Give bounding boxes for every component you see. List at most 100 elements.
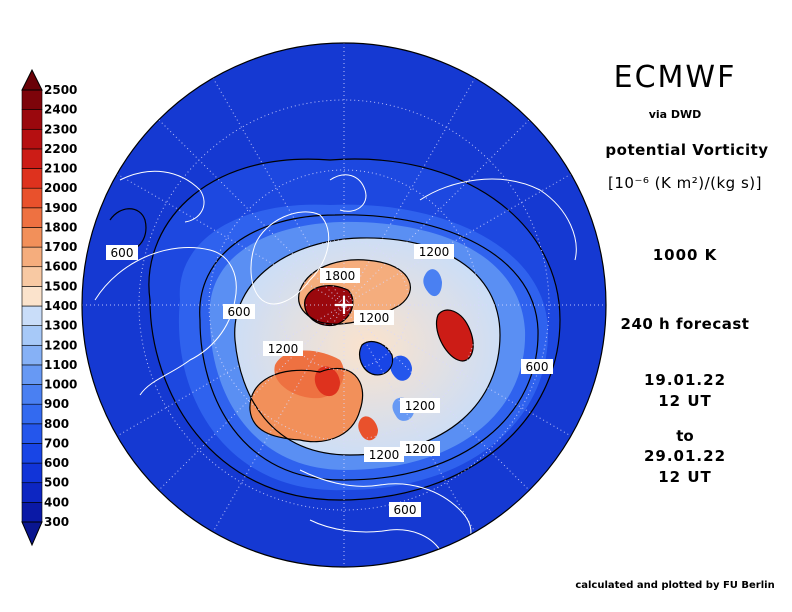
pv-high-patch-southeast bbox=[358, 416, 378, 441]
north-pole-marker bbox=[335, 296, 353, 314]
colorbar-box bbox=[21, 109, 43, 130]
colorbar-tick-label: 1300 bbox=[44, 319, 77, 333]
colorbar-tick-label: 1900 bbox=[44, 201, 77, 215]
contour-label: 1200 bbox=[364, 447, 404, 462]
coastline-greenland bbox=[250, 211, 330, 305]
svg-text:600: 600 bbox=[394, 503, 417, 517]
coastline-arctic-islands bbox=[329, 174, 367, 212]
contour-1800-north bbox=[304, 285, 354, 327]
valid-to-word: to bbox=[676, 427, 694, 445]
colorbar-box bbox=[21, 286, 43, 307]
colorbar-box bbox=[21, 384, 43, 405]
colorbar-boxes bbox=[21, 89, 43, 523]
contour-label: 1800 bbox=[320, 268, 360, 283]
contour-1000-center bbox=[359, 341, 394, 376]
svg-text:1200: 1200 bbox=[369, 448, 400, 462]
colorbar-tick-label: 2300 bbox=[44, 122, 77, 136]
graticule-meridian-diag1 bbox=[158, 119, 530, 491]
pv-max-patch-north bbox=[304, 285, 353, 326]
contour-label: 600 bbox=[521, 359, 553, 374]
isentropic-level: 1000 K bbox=[652, 246, 718, 264]
colorbar-tick-label: 1800 bbox=[44, 220, 77, 234]
source-title: ECMWF bbox=[613, 60, 737, 95]
map-disc: 600 600 1800 1200 1200 600 bbox=[81, 42, 607, 568]
colorbar-box bbox=[21, 187, 43, 209]
pv-high-patch-east bbox=[436, 310, 474, 361]
graticule-meridian-60a bbox=[116, 173, 572, 437]
coastline-asia bbox=[419, 178, 577, 261]
colorbar-box bbox=[21, 423, 43, 444]
valid-to-date: 29.01.22 bbox=[643, 447, 727, 465]
map-disc-outline bbox=[81, 42, 607, 568]
colorbar-box bbox=[21, 462, 43, 484]
contour-800 bbox=[199, 214, 539, 481]
coastline-north-america bbox=[94, 246, 237, 396]
contour-600 bbox=[148, 158, 561, 501]
colorbar-tick-label: 2200 bbox=[44, 142, 77, 156]
colorbar-box bbox=[21, 403, 43, 425]
graticule-meridian-60b bbox=[116, 173, 572, 437]
graticule-lat-40 bbox=[138, 99, 550, 511]
contour-label: 1200 bbox=[400, 441, 440, 456]
colorbar-tick-label: 2500 bbox=[44, 83, 77, 97]
colorbar-under-arrow bbox=[21, 521, 43, 547]
colorbar-box bbox=[21, 227, 43, 248]
graticule-lat-80 bbox=[278, 239, 410, 371]
contour-label: 600 bbox=[106, 245, 138, 260]
colorbar-box bbox=[21, 305, 43, 326]
colorbar-tick-label: 1000 bbox=[44, 378, 77, 392]
colorbar-tick-label: 600 bbox=[44, 456, 69, 470]
colorbar-tick-label: 1200 bbox=[44, 338, 77, 352]
colorbar-box bbox=[21, 325, 43, 346]
colorbar-box bbox=[21, 482, 43, 503]
colorbar-tick-label: 1400 bbox=[44, 299, 77, 313]
svg-text:600: 600 bbox=[111, 246, 134, 260]
svg-text:600: 600 bbox=[526, 360, 549, 374]
contour-label: 1200 bbox=[414, 244, 454, 259]
svg-text:1800: 1800 bbox=[325, 269, 356, 283]
colorbar-tick-label: 900 bbox=[44, 397, 69, 411]
colorbar-box bbox=[21, 246, 43, 268]
graticule-meridian-30b bbox=[212, 77, 476, 533]
colorbar-tick-label: 2400 bbox=[44, 103, 77, 117]
colorbar-tick-label: 1700 bbox=[44, 240, 77, 254]
contour-label: 1200 bbox=[354, 310, 394, 325]
contour-label: 1200 bbox=[263, 341, 303, 356]
valid-from-date: 19.01.22 bbox=[643, 371, 727, 389]
colorbar-box bbox=[21, 344, 43, 366]
variable-name: potential Vorticity bbox=[605, 141, 769, 159]
colorbar-box bbox=[21, 266, 43, 287]
forecast-lead: 240 h forecast bbox=[620, 315, 750, 333]
colorbar-tick-label: 1600 bbox=[44, 260, 77, 274]
colorbar-tick-label: 2100 bbox=[44, 162, 77, 176]
colorbar-box bbox=[21, 364, 43, 385]
colorbar: 300 400 500 600 700 800 900 1000 1100 1200 1300 140… bbox=[21, 68, 77, 547]
contour-1800-east bbox=[436, 309, 474, 362]
svg-text:1200: 1200 bbox=[419, 245, 450, 259]
colorbar-box bbox=[21, 128, 43, 150]
contour-label-group: 600 600 1800 1200 1200 600 bbox=[106, 244, 553, 517]
source-via: via DWD bbox=[648, 108, 702, 121]
pv-high-patch-southcentral bbox=[314, 366, 340, 397]
contour-1400-south bbox=[249, 367, 364, 443]
contour-lines bbox=[109, 158, 561, 501]
variable-unit: [10⁻⁶ (K m²)/(kg s)] bbox=[608, 174, 762, 192]
colorbar-tick-label: 700 bbox=[44, 436, 69, 450]
colorbar-tick-label: 2000 bbox=[44, 181, 77, 195]
coastline-mediterranean bbox=[309, 519, 441, 551]
colorbar-tick-label: 800 bbox=[44, 417, 69, 431]
contour-label: 600 bbox=[223, 304, 255, 319]
colorbar-labels: 300 400 500 600 700 800 900 1000 1100 1200 1300 140… bbox=[44, 83, 77, 529]
pv-low-patch-center bbox=[359, 341, 393, 375]
coastline-alaska bbox=[119, 170, 205, 223]
colorbar-box bbox=[21, 502, 43, 523]
graticule bbox=[82, 43, 606, 567]
graticule-meridian-30a bbox=[212, 77, 476, 533]
colorbar-box bbox=[21, 148, 43, 169]
contour-label: 1200 bbox=[400, 398, 440, 413]
graticule-meridian-diag2 bbox=[158, 119, 530, 491]
valid-to-hour: 12 UT bbox=[658, 468, 712, 486]
colorbar-box bbox=[21, 168, 43, 189]
colorbar-over-arrow bbox=[21, 68, 43, 91]
